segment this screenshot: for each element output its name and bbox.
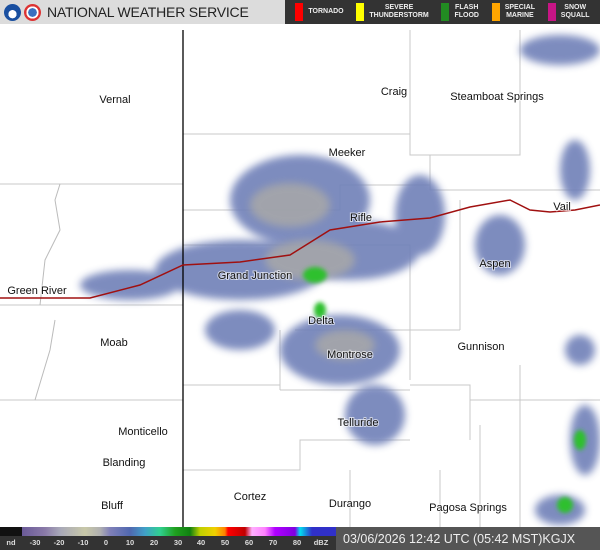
- city-label: Moab: [100, 337, 128, 349]
- city-label: Meeker: [329, 147, 366, 159]
- city-label: Montrose: [327, 349, 373, 361]
- dbz-tick: nd: [6, 538, 16, 547]
- warning-swatch: [356, 3, 365, 21]
- dbz-tick: 0: [103, 538, 109, 547]
- dbz-tick: -20: [53, 538, 65, 547]
- warning-item: TORNADO: [295, 3, 344, 21]
- dbz-tick: 40: [196, 538, 206, 547]
- city-label: Blanding: [103, 457, 146, 469]
- city-label: Bluff: [101, 500, 124, 512]
- city-label: Durango: [329, 498, 371, 510]
- warning-label: SPECIAL MARINE: [504, 4, 536, 19]
- warning-label: FLASH FLOOD: [454, 4, 479, 19]
- warning-item: SNOW SQUALL: [547, 3, 590, 21]
- warning-label: SEVERE THUNDERSTORM: [369, 4, 429, 19]
- brand: NATIONAL WEATHER SERVICE: [0, 0, 285, 24]
- dbz-tick: 30: [173, 538, 183, 547]
- radar-map[interactable]: Vernal Craig Steamboat Springs Meeker Rifle V…: [0, 24, 600, 527]
- city-label: Aspen: [479, 258, 510, 270]
- warning-label: TORNADO: [308, 8, 344, 15]
- dbz-tick: -10: [77, 538, 89, 547]
- dbz-tick: 20: [149, 538, 159, 547]
- city-label: Telluride: [338, 417, 379, 429]
- city-label: Vernal: [99, 94, 130, 106]
- dbz-tick: 70: [268, 538, 278, 547]
- city-label: Vail: [553, 201, 571, 213]
- dbz-ticks: nd -30 -20 -10 0 10 20 30 40 50 60 70 80 dBZ: [0, 538, 336, 550]
- dbz-tick: 80: [292, 538, 302, 547]
- noaa-logo: [4, 3, 21, 21]
- radar-echoes: [80, 35, 600, 525]
- city-label: Pagosa Springs: [429, 502, 507, 514]
- dbz-tick: 60: [244, 538, 254, 547]
- station-id: KGJX: [542, 531, 576, 546]
- city-label: Cortez: [234, 491, 266, 503]
- warning-item: FLASH FLOOD: [441, 3, 479, 21]
- warning-swatch: [295, 3, 304, 21]
- dbz-color-scale: [0, 527, 336, 536]
- dbz-tick: -30: [29, 538, 41, 547]
- city-label: Green River: [7, 285, 67, 297]
- city-label: Monticello: [118, 426, 168, 438]
- warning-item: SPECIAL MARINE: [491, 3, 536, 21]
- dbz-tick: 50: [220, 538, 230, 547]
- city-label: Delta: [308, 315, 335, 327]
- dbz-tick: 10: [125, 538, 135, 547]
- warning-label: SNOW SQUALL: [560, 4, 590, 19]
- header: NATIONAL WEATHER SERVICE TORNADO SEVERE T…: [0, 0, 600, 24]
- city-label: Rifle: [350, 212, 372, 224]
- warning-swatch: [441, 3, 450, 21]
- nws-logo: [24, 3, 41, 21]
- warning-item: SEVERE THUNDERSTORM: [356, 3, 429, 21]
- city-label: Craig: [381, 86, 407, 98]
- reflectivity-legend: nd -30 -20 -10 0 10 20 30 40 50 60 70 80 dBZ: [0, 527, 336, 550]
- timestamp: 03/06/2026 12:42 UTC (05:42 MST): [343, 531, 543, 546]
- city-labels: Vernal Craig Steamboat Springs Meeker Rifle V…: [6, 85, 571, 515]
- interstate-70: [0, 199, 600, 299]
- timestamp-bar: 03/06/2026 12:42 UTC (05:42 MST) KGJX: [336, 527, 600, 550]
- warning-swatch: [547, 3, 556, 21]
- dbz-tick: dBZ: [313, 538, 329, 547]
- city-label: Grand Junction: [218, 270, 293, 282]
- page-title: NATIONAL WEATHER SERVICE: [47, 4, 249, 20]
- warning-swatch: [491, 3, 500, 21]
- city-label: Gunnison: [457, 341, 504, 353]
- city-label: Steamboat Springs: [450, 91, 544, 103]
- warning-legend: TORNADO SEVERE THUNDERSTORM FLASH FLOOD SPE…: [285, 0, 600, 24]
